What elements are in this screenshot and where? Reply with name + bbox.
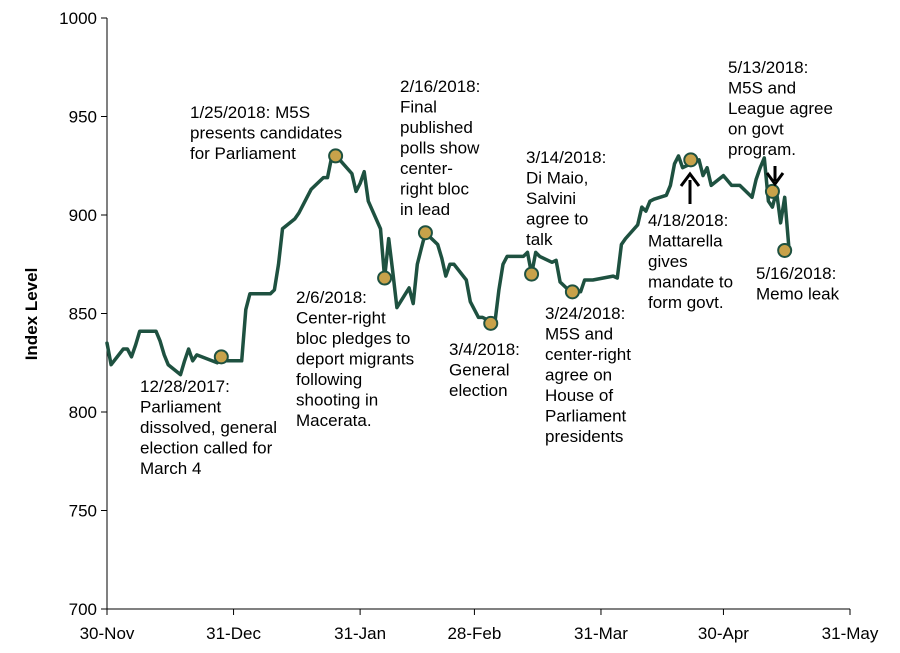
annotation-line: mandate to bbox=[648, 273, 733, 292]
annotation-line: shooting in bbox=[296, 391, 378, 410]
event-marker bbox=[328, 148, 344, 164]
annotation-line: Macerata. bbox=[296, 411, 372, 430]
annotation-line: following bbox=[296, 370, 362, 389]
annotation-arrows bbox=[679, 166, 785, 204]
x-tick-label: 31-Dec bbox=[206, 624, 261, 643]
y-tick-label: 950 bbox=[69, 108, 97, 127]
annotation-line: Salvini bbox=[526, 189, 576, 208]
annotation-line: General bbox=[449, 361, 509, 380]
annotation-line: program. bbox=[728, 140, 796, 159]
annotation-line: polls show bbox=[400, 139, 480, 158]
x-tick-label: 31-Jan bbox=[334, 624, 386, 643]
annotation-line: 3/24/2018: bbox=[545, 304, 625, 323]
x-tick-label: 28-Feb bbox=[447, 624, 501, 643]
annotation-mar14: 3/14/2018: Di Maio, Salvini agree to talk bbox=[526, 148, 606, 249]
annotation-may13: 5/13/2018: M5S and League agree on govt prog… bbox=[728, 58, 833, 159]
y-tick-label: 1000 bbox=[59, 9, 97, 28]
annotation-line: Center-right bbox=[296, 309, 386, 328]
event-marker bbox=[524, 266, 540, 282]
annotation-line: M5S and bbox=[728, 79, 796, 98]
annotation-line: Mattarella bbox=[648, 232, 723, 251]
event-marker bbox=[683, 152, 699, 168]
event-marker bbox=[564, 284, 580, 300]
annotation-apr18: 4/18/2018: Mattarella gives mandate to form … bbox=[648, 211, 733, 312]
series-line bbox=[105, 154, 791, 377]
annotation-line: Memo leak bbox=[756, 285, 840, 304]
x-tick-label: 31-May bbox=[822, 624, 879, 643]
annotation-line: deport migrants bbox=[296, 350, 414, 369]
annotation-mar4: 3/4/2018: General election bbox=[449, 340, 520, 400]
annotation-line: election bbox=[449, 381, 508, 400]
annotation-line: 12/28/2017: bbox=[140, 377, 230, 396]
annotation-line: agree on bbox=[545, 366, 612, 385]
annotation-line: Final bbox=[400, 98, 437, 117]
event-marker bbox=[377, 270, 393, 286]
annotation-line: House of bbox=[545, 386, 613, 405]
annotation-may16: 5/16/2018: Memo leak bbox=[756, 264, 840, 304]
annotation-line: 1/25/2018: M5S bbox=[190, 103, 310, 122]
annotation-line: for Parliament bbox=[190, 144, 296, 163]
annotation-line: agree to bbox=[526, 210, 588, 229]
annotation-line: right bloc bbox=[400, 180, 469, 199]
annotation-line: gives bbox=[648, 252, 688, 271]
y-tick-label: 700 bbox=[69, 600, 97, 619]
annotation-line: 2/6/2018: bbox=[296, 288, 367, 307]
y-tick-label: 850 bbox=[69, 305, 97, 324]
event-marker bbox=[483, 315, 499, 331]
annotation-line: Di Maio, bbox=[526, 169, 588, 188]
annotation-line: Parliament bbox=[140, 398, 222, 417]
annotation-line: bloc pledges to bbox=[296, 329, 410, 348]
annotation-line: on govt bbox=[728, 120, 784, 139]
y-tick-label: 900 bbox=[69, 206, 97, 225]
annotation-line: center-right bbox=[545, 345, 631, 364]
annotation-line: 3/14/2018: bbox=[526, 148, 606, 167]
annotation-line: published bbox=[400, 118, 473, 137]
annotation-line: Parliament bbox=[545, 407, 627, 426]
annotation-line: 5/13/2018: bbox=[728, 58, 808, 77]
annotation-line: 2/16/2018: bbox=[400, 77, 480, 96]
annotation-line: 5/16/2018: bbox=[756, 264, 836, 283]
annotation-line: dissolved, general bbox=[140, 418, 277, 437]
event-marker bbox=[213, 349, 229, 365]
annotation-line: presidents bbox=[545, 427, 623, 446]
event-marker bbox=[777, 242, 793, 258]
annotation-line: March 4 bbox=[140, 459, 201, 478]
annotation-line: election called for bbox=[140, 439, 273, 458]
annotation-mar24: 3/24/2018: M5S and center-right agree on Hou… bbox=[545, 304, 631, 446]
annotation-line: in lead bbox=[400, 200, 450, 219]
event-markers bbox=[213, 148, 793, 365]
event-marker bbox=[764, 183, 780, 199]
event-annotations: 12/28/2017: Parliament dissolved, general e… bbox=[140, 58, 840, 478]
annotation-line: League agree bbox=[728, 99, 833, 118]
arrow-may13-head bbox=[765, 172, 785, 187]
series-group bbox=[105, 154, 791, 377]
event-marker bbox=[417, 225, 433, 241]
x-tick-label: 31-Mar bbox=[574, 624, 628, 643]
annotation-line: presents candidates bbox=[190, 124, 342, 143]
y-axis-title: Index Level bbox=[22, 268, 41, 361]
x-tick-label: 30-Apr bbox=[698, 624, 749, 643]
annotation-feb6: 2/6/2018: Center-right bloc pledges to depo… bbox=[296, 288, 414, 430]
x-axis: 30-Nov 31-Dec 31-Jan 28-Feb 31-Mar 30-Apr 31-M… bbox=[80, 608, 879, 643]
annotation-line: 3/4/2018: bbox=[449, 340, 520, 359]
x-tick-label: 30-Nov bbox=[80, 624, 135, 643]
y-tick-label: 750 bbox=[69, 502, 97, 521]
y-tick-label: 800 bbox=[69, 403, 97, 422]
annotation-line: form govt. bbox=[648, 293, 724, 312]
annotation-line: center- bbox=[400, 159, 453, 178]
annotation-line: talk bbox=[526, 230, 553, 249]
y-axis: 700 750 800 850 900 950 1000 bbox=[59, 9, 108, 619]
arrow-apr18-head bbox=[679, 171, 701, 187]
annotation-line: M5S and bbox=[545, 325, 613, 344]
annotation-line: 4/18/2018: bbox=[648, 211, 728, 230]
annotation-jan25: 1/25/2018: M5S presents candidates for Par… bbox=[190, 103, 342, 163]
annotation-dec28: 12/28/2017: Parliament dissolved, general e… bbox=[140, 377, 277, 478]
annotation-feb16: 2/16/2018: Final published polls show center… bbox=[400, 77, 480, 219]
